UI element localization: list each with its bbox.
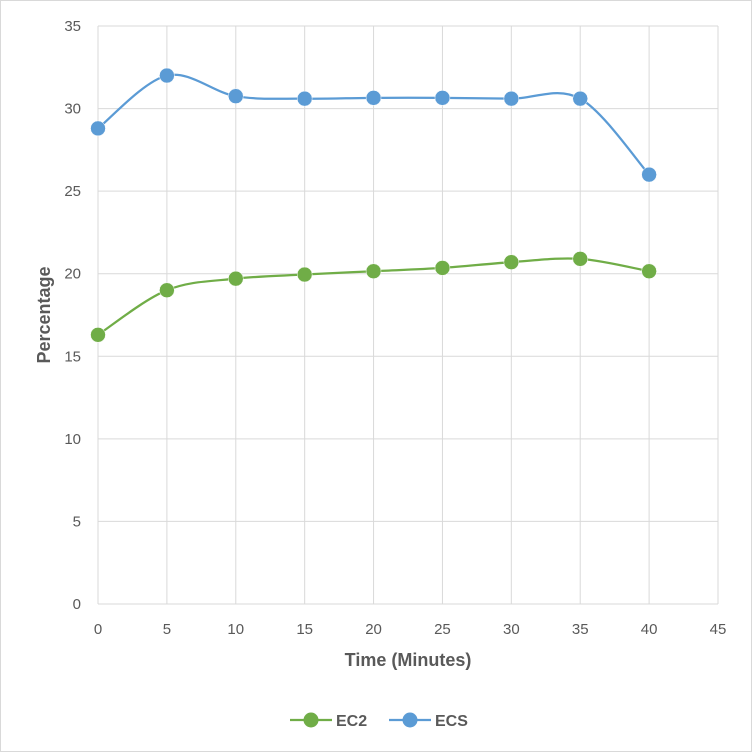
data-point-ecs — [434, 90, 451, 106]
data-point-ec2 — [296, 266, 313, 283]
data-point-ec2 — [159, 282, 175, 298]
data-point-ecs — [90, 120, 106, 137]
x-tick-label: 15 — [296, 621, 313, 638]
x-tick-label: 20 — [365, 621, 382, 638]
y-tick-label: 10 — [64, 431, 81, 448]
data-point-ecs — [296, 90, 313, 107]
x-tick-label: 40 — [641, 621, 658, 638]
y-tick-label: 5 — [73, 513, 81, 530]
x-axis-ticks: 0 5 10 15 20 25 30 35 40 45 — [94, 621, 727, 638]
x-tick-label: 5 — [163, 621, 171, 638]
data-point-ec2 — [434, 260, 451, 276]
data-point-ecs — [365, 90, 382, 106]
data-point-ecs — [228, 88, 244, 104]
data-point-ec2 — [90, 327, 106, 343]
data-point-ecs — [159, 67, 175, 84]
gridlines — [97, 25, 719, 605]
series-group — [90, 67, 657, 343]
legend-marker-ecs — [402, 712, 418, 728]
y-tick-label: 20 — [64, 266, 81, 283]
y-tick-label: 15 — [64, 348, 81, 365]
data-point-ecs — [641, 166, 657, 183]
legend-item-ec2: EC2 — [290, 712, 367, 730]
x-tick-label: 0 — [94, 621, 102, 638]
data-point-ec2 — [641, 263, 657, 279]
x-tick-label: 45 — [710, 621, 727, 638]
legend: EC2 ECS — [290, 712, 468, 730]
data-point-ec2 — [503, 254, 520, 270]
legend-label-ecs: ECS — [435, 713, 468, 730]
data-point-ecs — [503, 90, 520, 107]
data-point-ec2 — [572, 251, 588, 267]
x-tick-label: 10 — [227, 621, 244, 638]
legend-label-ec2: EC2 — [336, 713, 367, 730]
y-tick-label: 35 — [64, 18, 81, 35]
y-tick-label: 0 — [73, 596, 81, 613]
legend-marker-ec2 — [303, 712, 319, 728]
x-tick-label: 30 — [503, 621, 520, 638]
x-tick-label: 35 — [572, 621, 589, 638]
y-axis-title: Percentage — [34, 266, 54, 363]
legend-item-ecs: ECS — [389, 712, 468, 730]
data-point-ec2 — [365, 263, 382, 279]
data-point-ecs — [572, 90, 588, 107]
y-axis-ticks: 0 5 10 15 20 25 30 35 — [64, 18, 81, 613]
x-axis-title: Time (Minutes) — [345, 650, 472, 670]
y-tick-label: 25 — [64, 183, 81, 200]
data-point-ec2 — [228, 270, 244, 287]
y-tick-label: 30 — [64, 101, 81, 118]
x-tick-label: 25 — [434, 621, 451, 638]
